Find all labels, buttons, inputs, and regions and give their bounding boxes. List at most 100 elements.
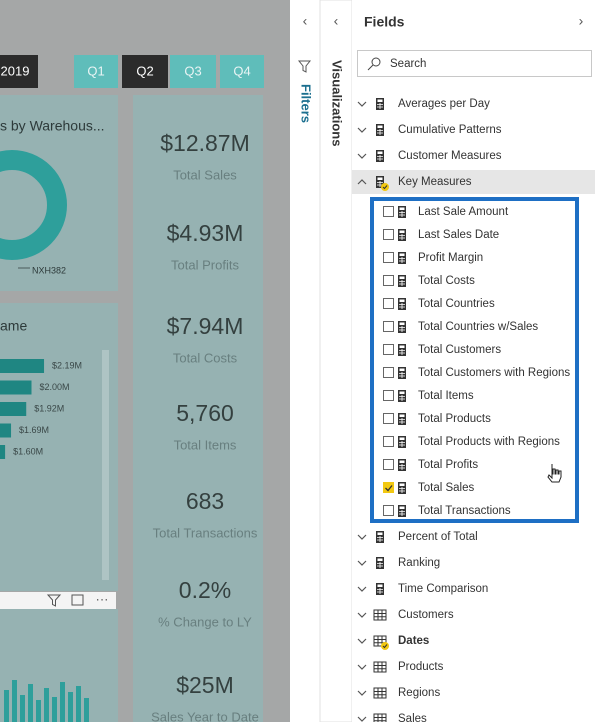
checkmark bbox=[385, 485, 393, 492]
expand-arrow[interactable]: › bbox=[579, 13, 584, 29]
measure-name[interactable]: Total Transactions bbox=[418, 505, 511, 517]
chevron[interactable] bbox=[357, 638, 367, 644]
table-name[interactable]: Dates bbox=[398, 635, 429, 647]
chevron[interactable] bbox=[357, 612, 367, 618]
calculator-icon bbox=[399, 506, 405, 509]
table-name[interactable]: Percent of Total bbox=[398, 531, 478, 543]
measure-name[interactable]: Last Sale Amount bbox=[418, 206, 509, 218]
table-name[interactable]: Customer Measures bbox=[398, 150, 502, 162]
measure-name[interactable]: Total Customers with Regions bbox=[418, 367, 570, 379]
slicer-label[interactable]: Q3 bbox=[184, 63, 201, 78]
chevron[interactable] bbox=[357, 586, 367, 592]
measure-name[interactable]: Last Sales Date bbox=[418, 229, 499, 241]
calculator-icon bbox=[377, 536, 383, 542]
chevron[interactable] bbox=[357, 179, 367, 185]
calculator-icon bbox=[377, 584, 383, 587]
chevron[interactable] bbox=[357, 664, 367, 670]
calculator-icon bbox=[377, 151, 383, 154]
chevron[interactable] bbox=[357, 101, 367, 107]
table-icon bbox=[373, 687, 387, 699]
calculator-icon bbox=[399, 299, 405, 302]
filters-pane[interactable] bbox=[290, 0, 320, 722]
checkbox[interactable] bbox=[383, 229, 394, 240]
checkbox[interactable] bbox=[383, 252, 394, 263]
checkbox[interactable] bbox=[383, 390, 394, 401]
collapse-arrow[interactable]: ‹ bbox=[334, 13, 339, 29]
visual-header bbox=[0, 592, 116, 609]
calculator-icon bbox=[399, 418, 405, 424]
visualizations-label[interactable]: Visualizations bbox=[330, 60, 345, 146]
calculator-icon bbox=[399, 372, 405, 378]
selection-badge bbox=[382, 185, 388, 190]
chevron[interactable] bbox=[357, 534, 367, 540]
calculator-icon bbox=[399, 368, 405, 371]
card-label: Total Sales bbox=[173, 167, 237, 182]
checkbox[interactable] bbox=[383, 459, 394, 470]
slicer-label[interactable]: Q4 bbox=[233, 63, 250, 78]
table-icon bbox=[374, 714, 386, 722]
measure-name[interactable]: Total Costs bbox=[418, 275, 475, 287]
checkbox[interactable] bbox=[383, 367, 394, 378]
checkbox[interactable] bbox=[383, 505, 394, 516]
measure-name[interactable]: Total Products with Regions bbox=[418, 436, 560, 448]
checkbox[interactable] bbox=[383, 436, 394, 447]
checkbox[interactable] bbox=[383, 344, 394, 355]
chevron[interactable] bbox=[357, 716, 367, 722]
visualizations-pane[interactable] bbox=[319, 0, 353, 722]
chevron[interactable] bbox=[357, 153, 367, 159]
measure-name[interactable]: Total Items bbox=[418, 390, 474, 402]
chevron[interactable] bbox=[357, 127, 367, 133]
table-name[interactable]: Sales bbox=[398, 713, 427, 722]
card-value: 0.2% bbox=[179, 577, 231, 603]
search-box[interactable] bbox=[357, 50, 592, 77]
measure-name[interactable]: Total Profits bbox=[418, 459, 478, 471]
slicer-label[interactable]: Q1 bbox=[87, 63, 104, 78]
table-name[interactable]: Products bbox=[398, 661, 444, 673]
table-name[interactable]: Ranking bbox=[398, 557, 440, 569]
checkbox[interactable] bbox=[383, 482, 394, 493]
slicer-button[interactable] bbox=[74, 55, 118, 88]
slicer-button[interactable] bbox=[0, 55, 38, 88]
table-name[interactable]: Averages per Day bbox=[398, 98, 490, 110]
calculator-icon bbox=[399, 510, 405, 516]
slicer-button[interactable] bbox=[170, 55, 216, 88]
slicer-button[interactable] bbox=[220, 55, 264, 88]
visual-bar-chart bbox=[0, 303, 118, 591]
calculator-icon bbox=[399, 441, 405, 447]
checkbox[interactable] bbox=[383, 413, 394, 424]
checkbox[interactable] bbox=[383, 321, 394, 332]
table-name[interactable]: Key Measures bbox=[398, 176, 472, 188]
measure-name[interactable]: Total Countries w/Sales bbox=[418, 321, 538, 333]
checkbox[interactable] bbox=[383, 275, 394, 286]
focus-icon[interactable] bbox=[71, 594, 84, 606]
slicer-label[interactable]: Q2 bbox=[136, 63, 153, 78]
measure-name[interactable]: Total Products bbox=[418, 413, 491, 425]
calculator-icon bbox=[377, 125, 383, 128]
calculator-icon bbox=[377, 155, 383, 161]
table-name[interactable]: Customers bbox=[398, 609, 454, 621]
measure-name[interactable]: Total Sales bbox=[418, 482, 475, 494]
checkbox[interactable] bbox=[383, 298, 394, 309]
search-placeholder[interactable]: Search bbox=[390, 58, 426, 70]
slicer-button[interactable] bbox=[122, 55, 168, 88]
table-name[interactable]: Time Comparison bbox=[398, 583, 488, 595]
donut-label: NXH382 bbox=[32, 265, 66, 275]
table-name[interactable]: Cumulative Patterns bbox=[398, 124, 502, 136]
chevron[interactable] bbox=[357, 690, 367, 696]
visual-title: ame bbox=[0, 318, 27, 334]
measure-name[interactable]: Profit Margin bbox=[418, 252, 483, 264]
filter-icon[interactable] bbox=[46, 594, 62, 607]
calculator-icon bbox=[377, 99, 383, 102]
measure-name[interactable]: Total Countries bbox=[418, 298, 495, 310]
measure-name[interactable]: Total Customers bbox=[418, 344, 501, 356]
table-name[interactable]: Regions bbox=[398, 687, 440, 699]
calculator-icon bbox=[399, 464, 405, 470]
card-column bbox=[133, 95, 263, 722]
more-options[interactable]: ··· bbox=[96, 591, 109, 606]
filters-label[interactable]: Filters bbox=[299, 84, 314, 123]
collapse-arrow[interactable]: ‹ bbox=[303, 13, 308, 29]
checkbox[interactable] bbox=[383, 206, 394, 217]
chevron[interactable] bbox=[357, 560, 367, 566]
slicer-label[interactable]: 2019 bbox=[1, 63, 30, 78]
